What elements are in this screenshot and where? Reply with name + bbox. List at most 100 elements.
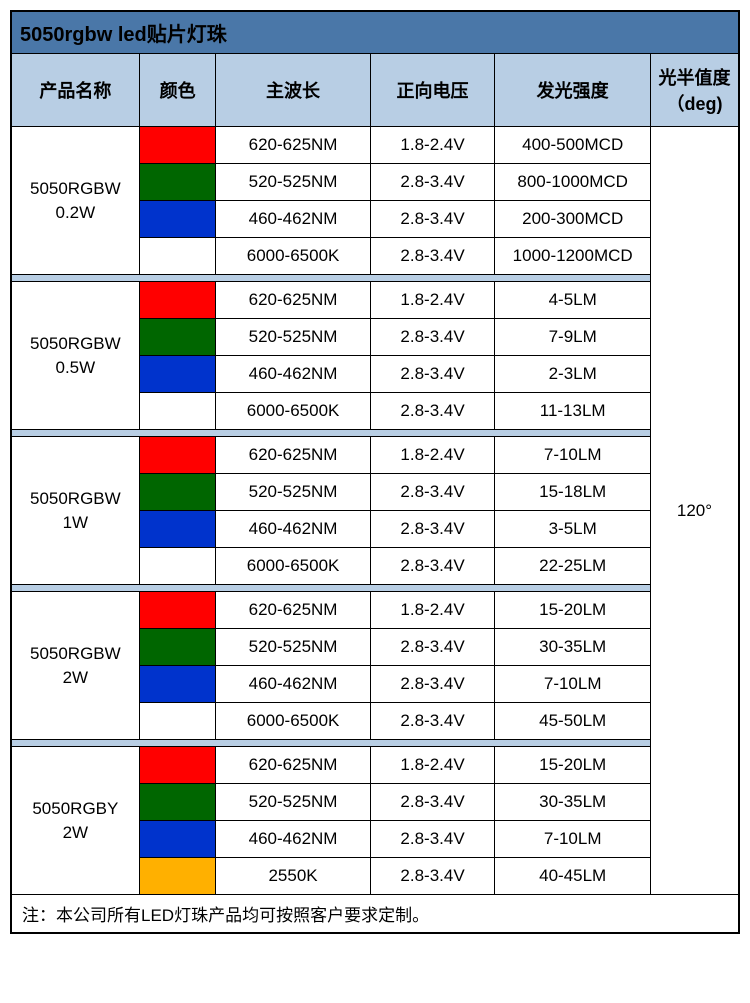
voltage: 2.8-3.4V [370, 319, 495, 356]
wavelength: 620-625NM [216, 592, 370, 629]
voltage: 2.8-3.4V [370, 164, 495, 201]
color-swatch-blue [139, 511, 216, 548]
color-swatch-blue [139, 356, 216, 393]
col-header-1: 颜色 [139, 54, 216, 127]
separator [11, 275, 650, 282]
color-swatch-red [139, 127, 216, 164]
separator [11, 585, 650, 592]
color-swatch-blue [139, 201, 216, 238]
luminous: 22-25LM [495, 548, 650, 585]
color-swatch-green [139, 784, 216, 821]
luminous: 800-1000MCD [495, 164, 650, 201]
color-swatch-blue [139, 821, 216, 858]
footer-note: 注：本公司所有LED灯珠产品均可按照客户要求定制。 [11, 895, 739, 934]
luminous: 30-35LM [495, 784, 650, 821]
spec-table: 5050rgbw led贴片灯珠产品名称颜色主波长正向电压发光强度光半值度（de… [10, 10, 740, 934]
luminous: 7-9LM [495, 319, 650, 356]
voltage: 1.8-2.4V [370, 747, 495, 784]
voltage: 2.8-3.4V [370, 821, 495, 858]
separator [11, 430, 650, 437]
color-swatch-red [139, 592, 216, 629]
luminous: 200-300MCD [495, 201, 650, 238]
table-row: 5050RGBW2W620-625NM1.8-2.4V15-20LM [11, 592, 739, 629]
luminous: 40-45LM [495, 858, 650, 895]
voltage: 2.8-3.4V [370, 666, 495, 703]
luminous: 3-5LM [495, 511, 650, 548]
voltage: 1.8-2.4V [370, 127, 495, 164]
wavelength: 460-462NM [216, 666, 370, 703]
voltage: 1.8-2.4V [370, 437, 495, 474]
wavelength: 520-525NM [216, 784, 370, 821]
col-header-3: 正向电压 [370, 54, 495, 127]
color-swatch-green [139, 474, 216, 511]
voltage: 1.8-2.4V [370, 282, 495, 319]
voltage: 2.8-3.4V [370, 784, 495, 821]
wavelength: 460-462NM [216, 356, 370, 393]
wavelength: 520-525NM [216, 629, 370, 666]
col-header-2: 主波长 [216, 54, 370, 127]
table-title: 5050rgbw led贴片灯珠 [11, 11, 739, 54]
color-swatch-green [139, 164, 216, 201]
color-swatch-white [139, 703, 216, 740]
voltage: 2.8-3.4V [370, 548, 495, 585]
voltage: 2.8-3.4V [370, 629, 495, 666]
product-name: 5050RGBW0.2W [11, 127, 139, 275]
color-swatch-white [139, 238, 216, 275]
product-name: 5050RGBW2W [11, 592, 139, 740]
wavelength: 6000-6500K [216, 238, 370, 275]
wavelength: 6000-6500K [216, 548, 370, 585]
luminous: 2-3LM [495, 356, 650, 393]
beam-angle: 120° [650, 127, 739, 895]
wavelength: 520-525NM [216, 164, 370, 201]
wavelength: 520-525NM [216, 474, 370, 511]
wavelength: 620-625NM [216, 437, 370, 474]
luminous: 15-18LM [495, 474, 650, 511]
voltage: 2.8-3.4V [370, 238, 495, 275]
wavelength: 520-525NM [216, 319, 370, 356]
wavelength: 620-625NM [216, 747, 370, 784]
wavelength: 6000-6500K [216, 393, 370, 430]
color-swatch-amber [139, 858, 216, 895]
luminous: 400-500MCD [495, 127, 650, 164]
table-row: 5050RGBW0.2W620-625NM1.8-2.4V400-500MCD1… [11, 127, 739, 164]
luminous: 30-35LM [495, 629, 650, 666]
voltage: 1.8-2.4V [370, 592, 495, 629]
col-header-5: 光半值度（deg) [650, 54, 739, 127]
luminous: 45-50LM [495, 703, 650, 740]
color-swatch-white [139, 393, 216, 430]
table-row: 5050RGBW1W620-625NM1.8-2.4V7-10LM [11, 437, 739, 474]
color-swatch-green [139, 319, 216, 356]
product-name: 5050RGBW0.5W [11, 282, 139, 430]
luminous: 11-13LM [495, 393, 650, 430]
wavelength: 460-462NM [216, 511, 370, 548]
voltage: 2.8-3.4V [370, 511, 495, 548]
group-separator [11, 740, 739, 747]
group-separator [11, 275, 739, 282]
wavelength: 620-625NM [216, 127, 370, 164]
wavelength: 2550K [216, 858, 370, 895]
product-name: 5050RGBY2W [11, 747, 139, 895]
color-swatch-red [139, 747, 216, 784]
voltage: 2.8-3.4V [370, 703, 495, 740]
color-swatch-red [139, 437, 216, 474]
col-header-4: 发光强度 [495, 54, 650, 127]
color-swatch-red [139, 282, 216, 319]
voltage: 2.8-3.4V [370, 858, 495, 895]
color-swatch-white [139, 548, 216, 585]
luminous: 15-20LM [495, 592, 650, 629]
group-separator [11, 585, 739, 592]
separator [11, 740, 650, 747]
table-row: 5050RGBW0.5W620-625NM1.8-2.4V4-5LM [11, 282, 739, 319]
luminous: 7-10LM [495, 821, 650, 858]
col-header-0: 产品名称 [11, 54, 139, 127]
table-row: 5050RGBY2W620-625NM1.8-2.4V15-20LM [11, 747, 739, 784]
voltage: 2.8-3.4V [370, 201, 495, 238]
luminous: 1000-1200MCD [495, 238, 650, 275]
wavelength: 460-462NM [216, 821, 370, 858]
voltage: 2.8-3.4V [370, 474, 495, 511]
group-separator [11, 430, 739, 437]
wavelength: 6000-6500K [216, 703, 370, 740]
color-swatch-blue [139, 666, 216, 703]
luminous: 7-10LM [495, 666, 650, 703]
voltage: 2.8-3.4V [370, 393, 495, 430]
